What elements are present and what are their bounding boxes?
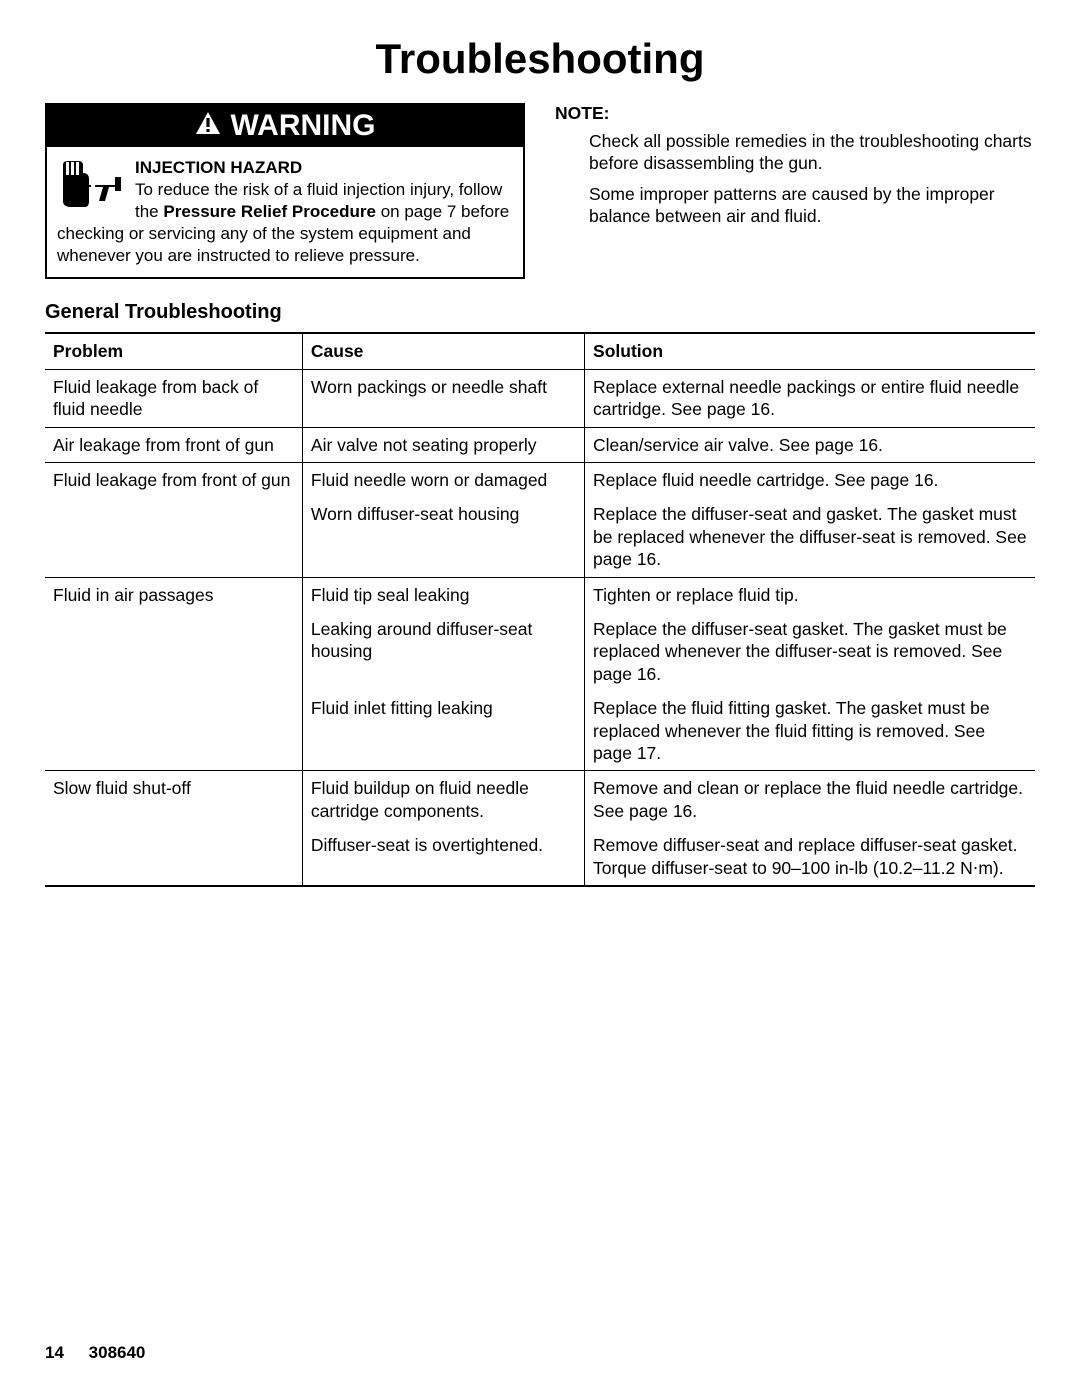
cell-solution: Replace external needle packings or enti… bbox=[585, 369, 1035, 427]
table-row: Fluid leakage from front of gun Fluid ne… bbox=[45, 463, 1035, 498]
injection-hazard-icon bbox=[57, 157, 127, 213]
cell-problem bbox=[45, 612, 302, 691]
section-title: General Troubleshooting bbox=[45, 301, 1035, 324]
cell-cause: Air valve not seating properly bbox=[302, 427, 584, 462]
table-row: Fluid inlet fitting leaking Replace the … bbox=[45, 691, 1035, 771]
cell-cause: Diffuser-seat is overtightened. bbox=[302, 828, 584, 886]
doc-number: 308640 bbox=[89, 1343, 146, 1362]
warning-triangle-icon bbox=[195, 109, 221, 143]
cell-cause: Fluid tip seal leaking bbox=[302, 577, 584, 612]
page-footer: 14 308640 bbox=[45, 1343, 145, 1363]
cell-problem bbox=[45, 497, 302, 577]
table-row: Leaking around diffuser-seat housing Rep… bbox=[45, 612, 1035, 691]
hazard-title: INJECTION HAZARD bbox=[135, 158, 302, 177]
warning-body: INJECTION HAZARD To reduce the risk of a… bbox=[47, 147, 523, 277]
table-row: Slow fluid shut-off Fluid buildup on flu… bbox=[45, 771, 1035, 828]
note-p1: Check all possible remedies in the troub… bbox=[589, 130, 1035, 175]
cell-solution: Remove diffuser-seat and replace diffuse… bbox=[585, 828, 1035, 886]
cell-problem: Air leakage from front of gun bbox=[45, 427, 302, 462]
cell-cause: Leaking around diffuser-seat housing bbox=[302, 612, 584, 691]
cell-solution: Clean/service air valve. See page 16. bbox=[585, 427, 1035, 462]
th-problem: Problem bbox=[45, 333, 302, 369]
cell-solution: Tighten or replace fluid tip. bbox=[585, 577, 1035, 612]
page-title: Troubleshooting bbox=[45, 35, 1035, 83]
table-header-row: Problem Cause Solution bbox=[45, 333, 1035, 369]
cell-problem: Fluid in air passages bbox=[45, 577, 302, 612]
troubleshooting-table: Problem Cause Solution Fluid leakage fro… bbox=[45, 332, 1035, 886]
table-row: Fluid leakage from back of fluid needle … bbox=[45, 369, 1035, 427]
cell-cause: Fluid needle worn or damaged bbox=[302, 463, 584, 498]
cell-solution: Replace the fluid fitting gasket. The ga… bbox=[585, 691, 1035, 771]
cell-problem: Slow fluid shut-off bbox=[45, 771, 302, 828]
warning-text-bold: Pressure Relief Procedure bbox=[163, 202, 376, 221]
cell-solution: Replace fluid needle cartridge. See page… bbox=[585, 463, 1035, 498]
cell-solution: Remove and clean or replace the fluid ne… bbox=[585, 771, 1035, 828]
page-number: 14 bbox=[45, 1343, 64, 1362]
cell-cause: Worn diffuser-seat housing bbox=[302, 497, 584, 577]
warning-header: WARNING bbox=[47, 105, 523, 147]
cell-cause: Fluid inlet fitting leaking bbox=[302, 691, 584, 771]
cell-problem bbox=[45, 691, 302, 771]
th-cause: Cause bbox=[302, 333, 584, 369]
cell-problem: Fluid leakage from back of fluid needle bbox=[45, 369, 302, 427]
cell-solution: Replace the diffuser-seat and gasket. Th… bbox=[585, 497, 1035, 577]
note-label: NOTE: bbox=[555, 103, 1035, 124]
table-row: Worn diffuser-seat housing Replace the d… bbox=[45, 497, 1035, 577]
cell-problem: Fluid leakage from front of gun bbox=[45, 463, 302, 498]
warning-box: WARNING bbox=[45, 103, 525, 279]
warning-header-text: WARNING bbox=[231, 109, 376, 143]
table-row: Air leakage from front of gun Air valve … bbox=[45, 427, 1035, 462]
th-solution: Solution bbox=[585, 333, 1035, 369]
note-body: Check all possible remedies in the troub… bbox=[555, 130, 1035, 228]
cell-problem bbox=[45, 828, 302, 886]
cell-cause: Worn packings or needle shaft bbox=[302, 369, 584, 427]
table-row: Diffuser-seat is overtightened. Remove d… bbox=[45, 828, 1035, 886]
note-p2: Some improper patterns are caused by the… bbox=[589, 183, 1035, 228]
cell-solution: Replace the diffuser-seat gasket. The ga… bbox=[585, 612, 1035, 691]
table-row: Fluid in air passages Fluid tip seal lea… bbox=[45, 577, 1035, 612]
cell-cause: Fluid buildup on fluid needle cartridge … bbox=[302, 771, 584, 828]
